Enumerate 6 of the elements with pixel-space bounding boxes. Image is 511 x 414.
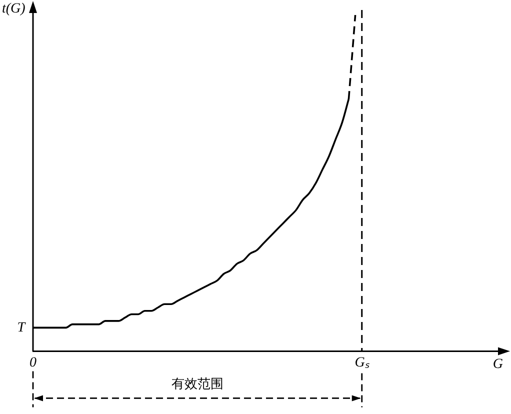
text: 有效范围 [171,377,224,392]
annotation: T [17,320,26,336]
x-axis-title: G [492,356,503,372]
x-tick-label: 0 [30,355,36,370]
y-axis-title: t(G) [2,2,26,17]
x-tick-label: Gₛ [354,355,370,370]
